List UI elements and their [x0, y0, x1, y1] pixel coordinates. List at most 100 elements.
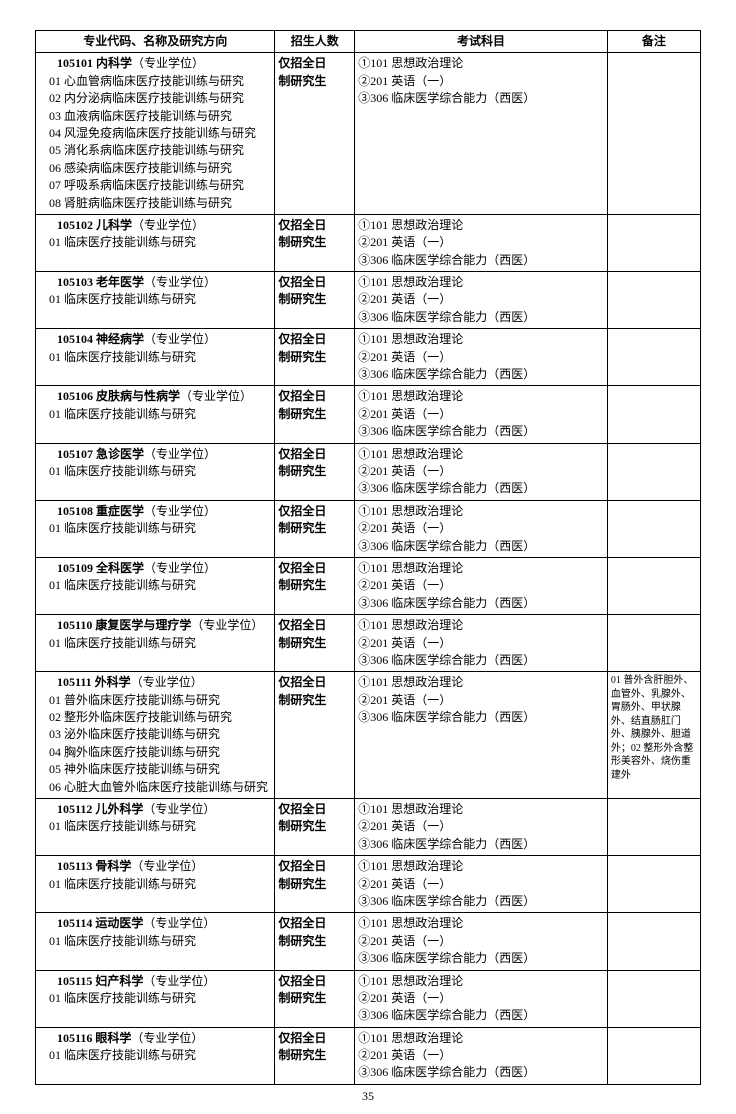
direction-line: 01 临床医疗技能训练与研究 [39, 406, 271, 423]
major-title: 105103 老年医学（专业学位） [39, 274, 271, 291]
exam-line: ②201 英语（一） [358, 577, 604, 594]
enroll-cell: 仅招全日制研究生 [275, 913, 355, 970]
note-cell [607, 856, 700, 913]
enroll-cell: 仅招全日制研究生 [275, 856, 355, 913]
exam-line: ③306 临床医学综合能力（西医） [358, 709, 604, 726]
direction-line: 01 普外临床医疗技能训练与研究 [39, 692, 271, 709]
exam-line: ②201 英语（一） [358, 234, 604, 251]
direction-line: 01 临床医疗技能训练与研究 [39, 876, 271, 893]
enroll-line: 制研究生 [278, 990, 351, 1007]
enroll-line: 仅招全日 [278, 503, 351, 520]
major-cell: 105112 儿外科学（专业学位）01 临床医疗技能训练与研究 [36, 799, 275, 856]
major-cell: 105102 儿科学（专业学位）01 临床医疗技能训练与研究 [36, 214, 275, 271]
table-row: 105106 皮肤病与性病学（专业学位）01 临床医疗技能训练与研究仅招全日制研… [36, 386, 701, 443]
enroll-line: 制研究生 [278, 463, 351, 480]
major-title: 105108 重症医学（专业学位） [39, 503, 271, 520]
exam-line: ③306 临床医学综合能力（西医） [358, 252, 604, 269]
direction-line: 06 心脏大血管外临床医疗技能训练与研究 [39, 779, 271, 796]
exam-line: ③306 临床医学综合能力（西医） [358, 1007, 604, 1024]
enroll-cell: 仅招全日制研究生 [275, 500, 355, 557]
enroll-line: 仅招全日 [278, 1030, 351, 1047]
major-cell: 105111 外科学（专业学位）01 普外临床医疗技能训练与研究02 整形外临床… [36, 672, 275, 799]
exam-cell: ①101 思想政治理论②201 英语（一）③306 临床医学综合能力（西医） [355, 500, 608, 557]
enroll-cell: 仅招全日制研究生 [275, 443, 355, 500]
exam-line: ②201 英语（一） [358, 635, 604, 652]
catalog-table: 专业代码、名称及研究方向 招生人数 考试科目 备注 105101 内科学（专业学… [35, 30, 701, 1085]
note-cell: 01 普外含肝胆外、血管外、乳腺外、胃肠外、甲状腺外、结直肠肛门外、胰腺外、胆道… [607, 672, 700, 799]
enroll-line: 制研究生 [278, 818, 351, 835]
note-cell [607, 53, 700, 215]
exam-line: ③306 临床医学综合能力（西医） [358, 309, 604, 326]
major-title: 105113 骨科学（专业学位） [39, 858, 271, 875]
exam-line: ②201 英语（一） [358, 463, 604, 480]
exam-line: ③306 临床医学综合能力（西医） [358, 950, 604, 967]
enroll-line: 制研究生 [278, 933, 351, 950]
exam-line: ③306 临床医学综合能力（西医） [358, 893, 604, 910]
direction-line: 06 感染病临床医疗技能训练与研究 [39, 160, 271, 177]
enroll-line: 仅招全日 [278, 55, 351, 72]
direction-line: 01 临床医疗技能训练与研究 [39, 818, 271, 835]
table-row: 105114 运动医学（专业学位）01 临床医疗技能训练与研究仅招全日制研究生①… [36, 913, 701, 970]
major-cell: 105107 急诊医学（专业学位）01 临床医疗技能训练与研究 [36, 443, 275, 500]
exam-line: ①101 思想政治理论 [358, 217, 604, 234]
exam-line: ②201 英语（一） [358, 520, 604, 537]
table-row: 105113 骨科学（专业学位）01 临床医疗技能训练与研究仅招全日制研究生①1… [36, 856, 701, 913]
direction-line: 01 临床医疗技能训练与研究 [39, 463, 271, 480]
note-cell [607, 443, 700, 500]
header-enroll: 招生人数 [275, 31, 355, 53]
direction-line: 01 临床医疗技能训练与研究 [39, 990, 271, 1007]
enroll-cell: 仅招全日制研究生 [275, 214, 355, 271]
direction-line: 01 临床医疗技能训练与研究 [39, 520, 271, 537]
exam-line: ①101 思想政治理论 [358, 617, 604, 634]
exam-line: ②201 英语（一） [358, 291, 604, 308]
note-cell [607, 557, 700, 614]
header-note: 备注 [607, 31, 700, 53]
enroll-cell: 仅招全日制研究生 [275, 53, 355, 215]
exam-line: ③306 临床医学综合能力（西医） [358, 836, 604, 853]
exam-cell: ①101 思想政治理论②201 英语（一）③306 临床医学综合能力（西医） [355, 799, 608, 856]
major-cell: 105113 骨科学（专业学位）01 临床医疗技能训练与研究 [36, 856, 275, 913]
exam-cell: ①101 思想政治理论②201 英语（一）③306 临床医学综合能力（西医） [355, 970, 608, 1027]
enroll-line: 仅招全日 [278, 973, 351, 990]
exam-cell: ①101 思想政治理论②201 英语（一）③306 临床医学综合能力（西医） [355, 615, 608, 672]
note-cell [607, 500, 700, 557]
exam-line: ①101 思想政治理论 [358, 560, 604, 577]
exam-cell: ①101 思想政治理论②201 英语（一）③306 临床医学综合能力（西医） [355, 329, 608, 386]
table-row: 105112 儿外科学（专业学位）01 临床医疗技能训练与研究仅招全日制研究生①… [36, 799, 701, 856]
direction-line: 05 神外临床医疗技能训练与研究 [39, 761, 271, 778]
major-title: 105109 全科医学（专业学位） [39, 560, 271, 577]
direction-line: 01 临床医疗技能训练与研究 [39, 291, 271, 308]
table-row: 105115 妇产科学（专业学位）01 临床医疗技能训练与研究仅招全日制研究生①… [36, 970, 701, 1027]
enroll-line: 制研究生 [278, 349, 351, 366]
enroll-line: 仅招全日 [278, 388, 351, 405]
enroll-cell: 仅招全日制研究生 [275, 386, 355, 443]
exam-line: ①101 思想政治理论 [358, 973, 604, 990]
exam-line: ①101 思想政治理论 [358, 801, 604, 818]
header-major: 专业代码、名称及研究方向 [36, 31, 275, 53]
table-row: 105101 内科学（专业学位）01 心血管病临床医疗技能训练与研究02 内分泌… [36, 53, 701, 215]
exam-line: ②201 英语（一） [358, 406, 604, 423]
table-row: 105107 急诊医学（专业学位）01 临床医疗技能训练与研究仅招全日制研究生①… [36, 443, 701, 500]
direction-line: 01 临床医疗技能训练与研究 [39, 577, 271, 594]
exam-line: ③306 临床医学综合能力（西医） [358, 480, 604, 497]
enroll-cell: 仅招全日制研究生 [275, 557, 355, 614]
exam-cell: ①101 思想政治理论②201 英语（一）③306 临床医学综合能力（西医） [355, 913, 608, 970]
exam-line: ①101 思想政治理论 [358, 503, 604, 520]
table-row: 105111 外科学（专业学位）01 普外临床医疗技能训练与研究02 整形外临床… [36, 672, 701, 799]
enroll-cell: 仅招全日制研究生 [275, 329, 355, 386]
exam-cell: ①101 思想政治理论②201 英语（一）③306 临床医学综合能力（西医） [355, 672, 608, 799]
note-cell [607, 386, 700, 443]
table-row: 105110 康复医学与理疗学（专业学位）01 临床医疗技能训练与研究仅招全日制… [36, 615, 701, 672]
exam-line: ③306 临床医学综合能力（西医） [358, 652, 604, 669]
exam-line: ③306 临床医学综合能力（西医） [358, 366, 604, 383]
exam-cell: ①101 思想政治理论②201 英语（一）③306 临床医学综合能力（西医） [355, 214, 608, 271]
direction-line: 01 临床医疗技能训练与研究 [39, 1047, 271, 1064]
enroll-cell: 仅招全日制研究生 [275, 970, 355, 1027]
major-title: 105106 皮肤病与性病学（专业学位） [39, 388, 271, 405]
direction-line: 02 内分泌病临床医疗技能训练与研究 [39, 90, 271, 107]
direction-line: 04 胸外临床医疗技能训练与研究 [39, 744, 271, 761]
enroll-line: 仅招全日 [278, 617, 351, 634]
table-row: 105108 重症医学（专业学位）01 临床医疗技能训练与研究仅招全日制研究生①… [36, 500, 701, 557]
enroll-cell: 仅招全日制研究生 [275, 799, 355, 856]
major-title: 105104 神经病学（专业学位） [39, 331, 271, 348]
